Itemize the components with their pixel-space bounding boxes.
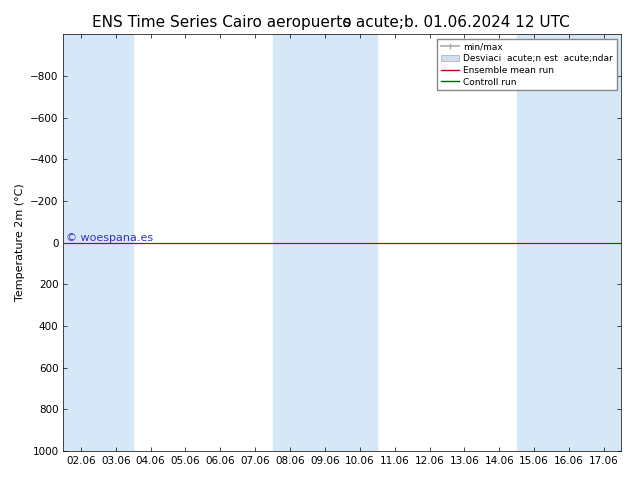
Bar: [342, 34, 377, 451]
Bar: [273, 34, 307, 451]
Text: ENS Time Series Cairo aeropuerto: ENS Time Series Cairo aeropuerto: [92, 15, 352, 30]
Bar: [552, 34, 586, 451]
Bar: [517, 34, 552, 451]
Legend: min/max, Desviaci  acute;n est  acute;ndar, Ensemble mean run, Controll run: min/max, Desviaci acute;n est acute;ndar…: [437, 39, 617, 90]
Text: © woespana.es: © woespana.es: [66, 233, 153, 243]
Bar: [63, 34, 98, 451]
Bar: [586, 34, 621, 451]
Bar: [98, 34, 133, 451]
Text: s acute;b. 01.06.2024 12 UTC: s acute;b. 01.06.2024 12 UTC: [343, 15, 570, 30]
Y-axis label: Temperature 2m (°C): Temperature 2m (°C): [15, 184, 25, 301]
Bar: [307, 34, 342, 451]
